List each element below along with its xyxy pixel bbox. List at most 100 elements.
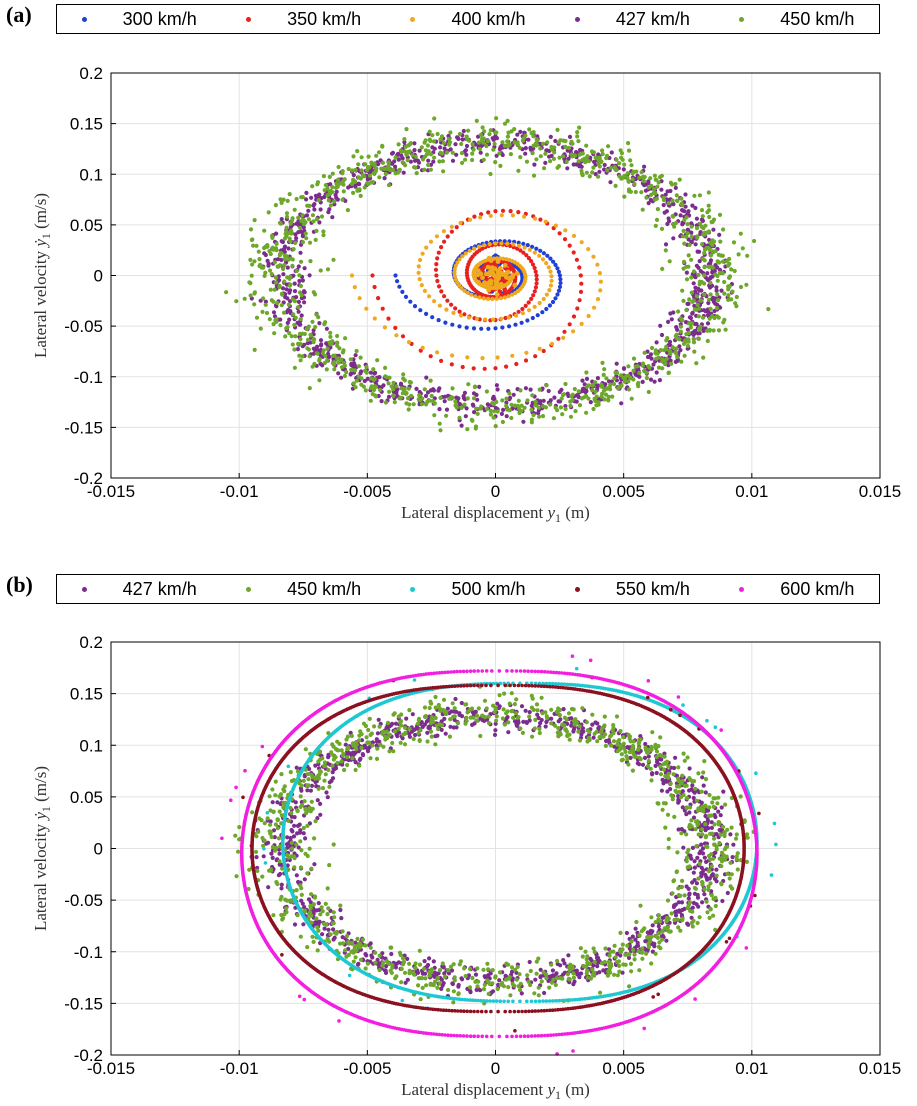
data-point [706, 190, 711, 195]
data-point [576, 729, 581, 734]
data-point [645, 354, 651, 360]
data-point [575, 972, 580, 977]
data-point [248, 257, 253, 262]
data-point [385, 720, 391, 725]
data-point [705, 877, 710, 882]
data-point [471, 396, 477, 401]
data-point [640, 956, 645, 961]
data-point [310, 184, 315, 189]
data-point [711, 295, 716, 300]
legend-entry: 427 km/h [57, 579, 221, 600]
data-point [523, 146, 528, 151]
data-point [699, 288, 704, 293]
data-point [625, 171, 630, 176]
data-point [333, 185, 338, 190]
data-point [323, 772, 328, 777]
data-point [633, 926, 638, 931]
data-point [666, 370, 672, 375]
data-point [696, 265, 701, 270]
data-point [307, 354, 312, 359]
data-point [412, 148, 417, 153]
data-point [317, 321, 322, 326]
data-point [498, 281, 504, 287]
data-point [655, 184, 660, 189]
data-point [684, 859, 689, 864]
data-point [339, 916, 344, 921]
data-point [427, 970, 432, 975]
data-point [681, 751, 686, 756]
data-point [311, 328, 316, 333]
data-point [686, 339, 691, 344]
data-point [505, 715, 510, 720]
data-point [637, 745, 642, 751]
data-point [678, 324, 684, 329]
y-tick-label: -0.15 [64, 418, 103, 437]
data-point [286, 302, 291, 307]
data-point [659, 788, 665, 793]
data-point [269, 851, 274, 856]
data-point [729, 825, 734, 830]
data-point [363, 966, 368, 971]
data-point [294, 236, 299, 241]
data-point [428, 138, 433, 144]
data-point [295, 809, 300, 814]
data-point [601, 372, 606, 377]
data-point [700, 315, 706, 320]
data-point [621, 735, 626, 740]
data-point [484, 389, 489, 394]
data-point [449, 968, 455, 973]
data-point [378, 387, 383, 393]
legend-label: 500 km/h [451, 578, 526, 599]
data-point [526, 979, 531, 984]
legend-label: 450 km/h [780, 8, 855, 29]
data-point [502, 121, 508, 126]
data-point [676, 765, 681, 770]
data-point [626, 762, 631, 767]
y-tick-label: -0.1 [74, 368, 103, 387]
data-point [322, 760, 327, 765]
data-point [309, 892, 314, 897]
data-point [537, 387, 542, 392]
data-point [544, 261, 549, 266]
data-point [316, 922, 321, 927]
data-point [692, 303, 697, 308]
data-point [486, 255, 492, 261]
data-point [681, 341, 687, 346]
data-point [391, 380, 396, 385]
data-point [326, 755, 331, 760]
data-point [552, 150, 557, 155]
data-point [255, 865, 260, 870]
data-point [586, 247, 591, 252]
data-point [428, 167, 433, 172]
data-point [386, 183, 392, 188]
data-point [402, 725, 408, 730]
data-point [366, 182, 371, 187]
data-point [344, 737, 349, 742]
data-point [571, 329, 576, 334]
data-point [309, 799, 314, 804]
data-point [267, 249, 272, 254]
data-point [413, 154, 418, 159]
data-point [619, 373, 624, 378]
data-point [363, 388, 368, 393]
data-point [327, 863, 332, 868]
data-point [697, 193, 703, 198]
data-point [592, 305, 597, 310]
data-point [664, 338, 669, 343]
data-point [660, 937, 665, 942]
data-point [706, 887, 711, 892]
data-point [610, 394, 615, 399]
data-point [382, 325, 387, 330]
data-point [571, 250, 576, 255]
data-point [555, 292, 560, 297]
data-point [604, 153, 610, 158]
data-point [701, 355, 706, 360]
data-point [521, 250, 526, 255]
data-point [671, 236, 676, 241]
data-point [473, 424, 479, 429]
data-point [587, 737, 592, 742]
data-point [664, 938, 669, 943]
data-point [495, 701, 500, 706]
data-point [579, 321, 584, 326]
data-point [653, 191, 658, 196]
